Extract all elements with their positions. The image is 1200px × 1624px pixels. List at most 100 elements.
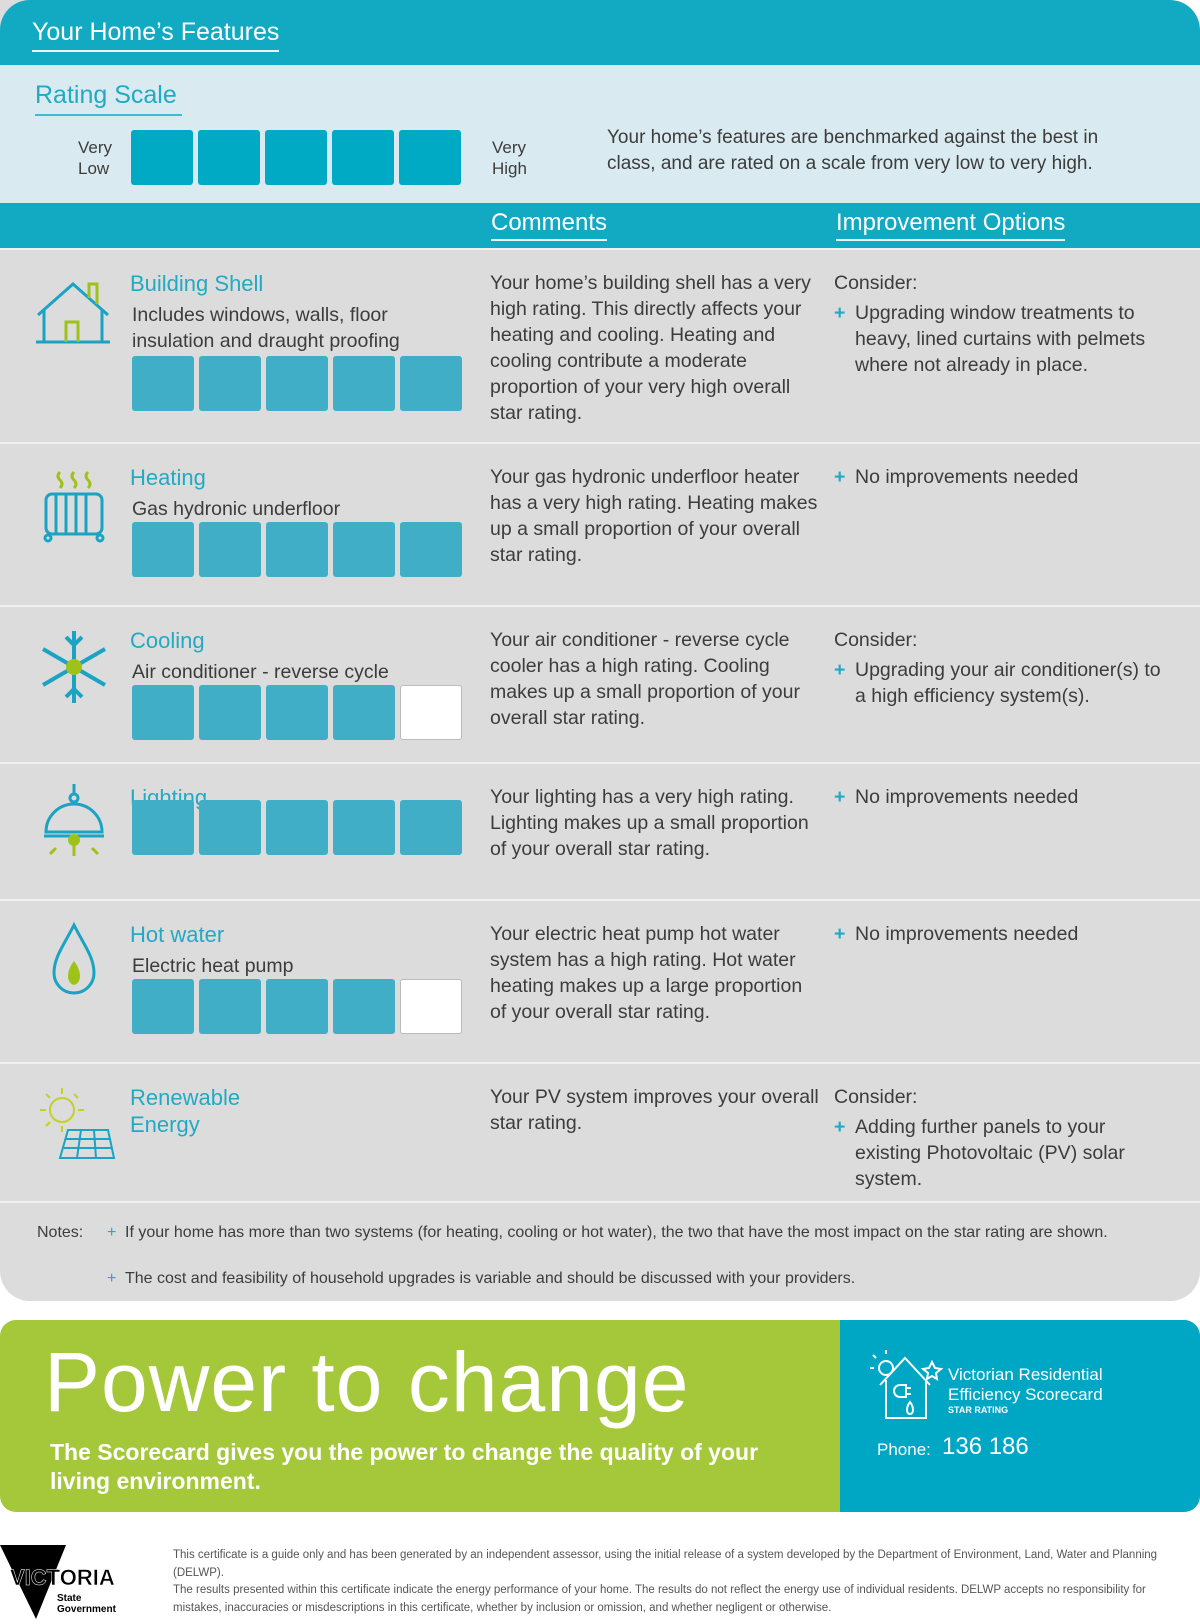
rating-box	[400, 800, 462, 855]
feature-comment: Your gas hydronic underfloor heater has …	[490, 466, 818, 566]
feature-row-hot-water: Hot water Electric heat pump Your electric…	[0, 899, 1200, 1062]
scorecard-brand-panel: Victorian Residential Efficiency Scorecar…	[840, 1320, 1200, 1512]
rating-box	[132, 800, 194, 855]
improvement-item: + Adding further panels to your existing …	[834, 1116, 1125, 1190]
consider-label: Consider:	[834, 629, 918, 651]
house-icon	[36, 281, 110, 344]
rating-box	[199, 522, 261, 577]
svg-text:VICTORIA: VICTORIA	[10, 1565, 115, 1590]
rating-box	[199, 979, 261, 1034]
brand-subtitle: STAR RATING	[948, 1405, 1009, 1415]
svg-text:State: State	[57, 1593, 82, 1604]
improvement-item: + No improvements needed	[834, 466, 1079, 488]
rating-scale-title: Rating Scale	[35, 81, 182, 116]
improvement-options: + No improvements needed	[834, 784, 1174, 810]
scorecard-house-logo-icon	[870, 1350, 944, 1419]
victoria-government-logo: VICTORIA State Government	[0, 1545, 130, 1619]
banner-headline: Power to change	[44, 1335, 690, 1429]
rating-scale: Rating Scale Very Low Very High Your hom…	[0, 65, 1200, 203]
feature-description: Air conditioner - reverse cycle	[132, 661, 389, 683]
power-to-change-banner: Power to change The Scorecard gives you …	[0, 1320, 1200, 1512]
plus-icon: +	[834, 923, 846, 945]
rating-box	[199, 356, 261, 411]
rating-box	[400, 522, 462, 577]
rating-box	[333, 356, 395, 411]
brand-name: Victorian Residential Efficiency Scorecar…	[948, 1365, 1103, 1404]
svg-text:Government: Government	[57, 1604, 117, 1615]
column-headers: Comments Improvement Options	[0, 203, 1200, 248]
very-high-label: Very High	[492, 138, 527, 178]
feature-row-cooling: Cooling Air conditioner - reverse cycle Yo…	[0, 605, 1200, 762]
rating-box	[333, 979, 395, 1034]
rating-bar	[132, 800, 462, 855]
rating-box	[400, 979, 462, 1034]
rating-box	[266, 522, 328, 577]
note-item: + The cost and feasibility of household u…	[107, 1270, 856, 1287]
comments-header: Comments	[491, 209, 608, 241]
feature-comment: Your PV system improves your overall sta…	[490, 1086, 819, 1134]
rating-bar	[132, 685, 462, 740]
phone-number[interactable]: 136 186	[942, 1433, 1029, 1460]
rating-box	[266, 800, 328, 855]
rating-box	[333, 685, 395, 740]
radiator-icon	[43, 470, 105, 543]
features-card: Your Home’s Features Rating Scale Very L…	[0, 0, 1200, 1301]
rating-box	[266, 685, 328, 740]
feature-row-heating: Heating Gas hydronic underfloor Your gas h…	[0, 442, 1200, 605]
consider-label: Consider:	[834, 1086, 918, 1108]
feature-comment: Your air conditioner - reverse cycle coo…	[490, 629, 800, 729]
improvement-item: + No improvements needed	[834, 923, 1079, 945]
rating-box	[400, 356, 462, 411]
rating-box	[132, 356, 194, 411]
rating-box	[132, 522, 194, 577]
plus-icon: +	[834, 1116, 846, 1138]
feature-name: Cooling	[130, 628, 205, 653]
note-item: + If your home has more than two systems …	[107, 1224, 1108, 1241]
page-title: Your Home’s Features	[32, 18, 280, 52]
rating-box	[132, 685, 194, 740]
improvement-options: + No improvements needed	[834, 921, 1174, 947]
improvement-item: + Upgrading window treatments to heavy, l…	[834, 302, 1146, 376]
rating-box	[132, 979, 194, 1034]
feature-description: Includes windows, walls, floor insulatio…	[132, 304, 400, 352]
feature-description: Electric heat pump	[132, 955, 294, 977]
lamp-icon	[44, 784, 104, 856]
rating-box	[333, 800, 395, 855]
notes-label: Notes:	[37, 1224, 84, 1241]
notes: Notes: + If your home has more than two s…	[0, 1201, 1200, 1301]
plus-icon: +	[834, 302, 846, 324]
plus-icon: +	[834, 466, 846, 488]
very-low-label: Very Low	[78, 138, 113, 178]
banner-tagline: The Scorecard gives you the power to cha…	[50, 1439, 759, 1494]
feature-comment: Your home’s building shell has a very hi…	[490, 272, 811, 424]
plus-icon: +	[834, 659, 846, 681]
improvement-item: + Upgrading your air conditioner(s) to a …	[834, 659, 1161, 707]
rating-bar	[132, 356, 462, 411]
feature-row-lighting: Lighting Your lighting has a very high ra…	[0, 762, 1200, 899]
scale-description: Your home’s features are benchmarked aga…	[607, 127, 1099, 174]
disclaimer: This certificate is a guide only and has…	[173, 1549, 1158, 1614]
header-bar: Your Home’s Features	[0, 0, 1200, 65]
feature-comment: Your lighting has a very high rating. Li…	[490, 786, 809, 860]
rating-bar	[132, 979, 462, 1034]
plus-icon: +	[834, 786, 846, 808]
snowflake-icon	[41, 631, 107, 703]
phone-label: Phone:	[877, 1440, 931, 1459]
rating-box	[266, 356, 328, 411]
feature-name: Renewable Energy	[130, 1085, 241, 1137]
rating-box	[333, 522, 395, 577]
feature-description: Gas hydronic underfloor	[132, 498, 341, 520]
feature-row-building-shell: Building Shell Includes windows, walls, f…	[0, 248, 1200, 442]
improvement-options: Consider: + Adding further panels to your …	[834, 1084, 1174, 1192]
solar-panel-icon	[40, 1088, 116, 1159]
rating-box	[266, 979, 328, 1034]
feature-name: Building Shell	[130, 271, 264, 296]
feature-name: Heating	[130, 465, 206, 490]
improvement-options: Consider: + Upgrading window treatments to…	[834, 270, 1174, 378]
rating-box	[199, 800, 261, 855]
rating-box	[199, 685, 261, 740]
scale-boxes	[131, 130, 461, 185]
feature-comment: Your electric heat pump hot water system…	[490, 923, 803, 1023]
rating-bar	[132, 522, 462, 577]
consider-label: Consider:	[834, 272, 918, 294]
